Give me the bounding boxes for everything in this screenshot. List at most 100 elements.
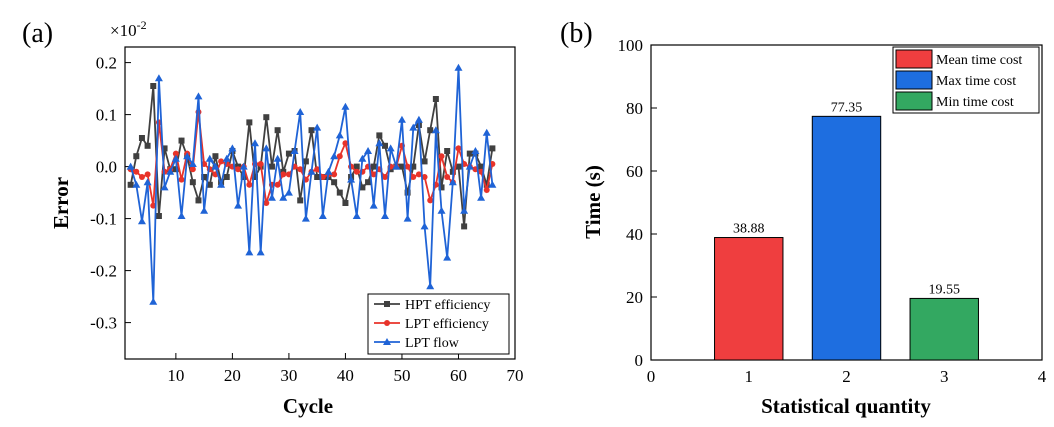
y-tick-label: 80 (626, 99, 643, 118)
data-point (308, 127, 315, 134)
data-point (397, 115, 406, 123)
data-point (239, 162, 248, 170)
data-point (364, 147, 373, 154)
legend-label: Max time cost (936, 74, 1016, 89)
data-point (489, 145, 496, 152)
x-tick-label: 70 (507, 366, 524, 385)
data-point (353, 168, 360, 175)
data-point (404, 163, 411, 170)
data-point (171, 154, 180, 162)
y-tick-label: 60 (626, 162, 643, 181)
data-point (477, 193, 486, 201)
data-point (421, 158, 428, 165)
data-point (358, 154, 367, 162)
legend-label: LPT efficiency (405, 317, 489, 332)
x-tick-label: 1 (745, 367, 754, 386)
data-point (392, 162, 401, 170)
data-point (426, 282, 435, 290)
data-point (324, 167, 333, 175)
panel-b-legend: Mean time cost Max time cost Min time cost (892, 46, 1040, 114)
legend-label: Min time cost (936, 95, 1014, 110)
panel-a-y-axis-label: Error (49, 177, 73, 229)
data-point (341, 102, 350, 110)
data-point (150, 202, 157, 209)
data-point (127, 181, 134, 188)
data-point (347, 175, 356, 183)
data-point (263, 200, 270, 206)
data-point (172, 166, 179, 173)
data-point (143, 178, 152, 186)
data-point (223, 174, 230, 180)
data-point (178, 176, 185, 183)
data-point (177, 212, 186, 219)
data-point (427, 197, 434, 204)
panel-b-label: (b) (560, 18, 593, 49)
data-point (342, 140, 349, 147)
data-point (256, 248, 265, 256)
data-point (478, 163, 485, 170)
data-point (438, 153, 445, 160)
data-point (268, 163, 275, 170)
data-point (444, 148, 451, 154)
data-point (331, 179, 338, 186)
data-point (166, 167, 175, 175)
y-tick-label: 100 (618, 36, 644, 55)
data-point (420, 222, 429, 230)
data-point (409, 123, 418, 131)
x-tick-label: 50 (393, 366, 410, 385)
data-point (336, 153, 343, 160)
y-tick-label: 20 (626, 288, 643, 307)
panel-a-series (126, 63, 497, 305)
data-point (359, 184, 366, 191)
data-point (178, 137, 185, 144)
data-point (222, 154, 231, 162)
y-multiplier: ×10-2 (110, 18, 147, 40)
panel-b-bar-chart: (b) 0 1 2 3 4 0 20 40 60 80 100 38.88 77.35 19.55 S… (560, 18, 1047, 418)
data-point (370, 171, 377, 178)
data-point (274, 181, 281, 188)
x-tick-label: 40 (337, 366, 354, 385)
data-point (454, 63, 463, 71)
data-point (488, 180, 497, 188)
legend-marker (384, 301, 390, 307)
data-point (455, 145, 462, 152)
data-point (267, 193, 276, 201)
bar-min-time-cost (909, 297, 979, 361)
data-point (263, 114, 270, 121)
y-tick-label: 0.2 (96, 54, 117, 73)
data-point (189, 179, 196, 186)
data-point (150, 83, 157, 89)
data-point (201, 174, 208, 180)
x-tick-label: 3 (940, 367, 949, 386)
data-point (483, 187, 490, 193)
data-point (427, 127, 434, 134)
data-point (301, 214, 310, 222)
data-point (448, 178, 457, 186)
data-point (410, 174, 417, 180)
legend-swatch (895, 70, 933, 90)
bar-value-label: 77.35 (831, 100, 863, 115)
y-tick-label: 0 (635, 351, 644, 370)
bar-mean-time-cost (714, 237, 784, 361)
data-point (285, 150, 292, 157)
bar-value-label: 38.88 (733, 222, 765, 237)
data-point (132, 180, 141, 188)
data-point (126, 162, 135, 170)
legend-swatch (895, 49, 933, 69)
panel-b-y-axis-label: Time (s) (581, 165, 605, 239)
bar-max-time-cost (811, 115, 882, 361)
y-tick-label: -0.3 (90, 314, 117, 333)
data-point (331, 171, 338, 178)
legend-marker (384, 320, 390, 326)
data-point (251, 139, 259, 147)
bar-value-label: 19.55 (929, 282, 961, 297)
data-point (466, 150, 473, 157)
data-point (432, 96, 439, 102)
data-point (471, 147, 480, 154)
x-tick-label: 30 (280, 366, 297, 385)
data-point (314, 166, 321, 173)
data-point (352, 212, 361, 219)
data-point (290, 147, 299, 154)
data-point (138, 135, 145, 141)
data-point (262, 144, 271, 152)
